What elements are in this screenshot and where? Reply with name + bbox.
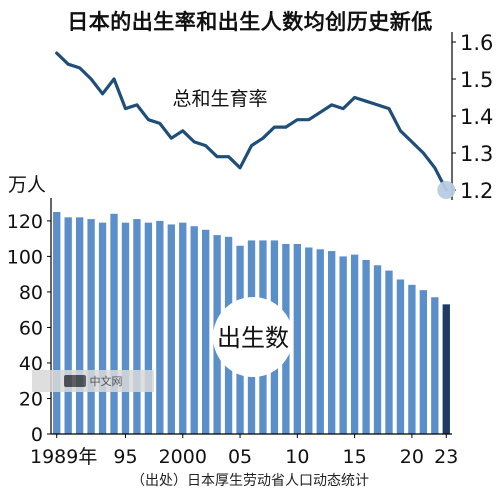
bar — [98, 222, 107, 434]
x-tick-label: 05 — [228, 446, 252, 468]
bar — [316, 249, 324, 434]
bar — [75, 217, 84, 434]
bar — [339, 256, 347, 434]
x-tick-label: 10 — [285, 446, 309, 468]
y-tick-label-left: 40 — [19, 353, 43, 375]
bars-layer — [53, 212, 450, 434]
y-tick-label-left: 20 — [19, 388, 43, 410]
bar — [87, 219, 95, 434]
x-tick-label: 23 — [434, 446, 458, 468]
x-tick-label: 95 — [113, 446, 137, 468]
last-point-marker — [437, 181, 456, 199]
bar — [408, 284, 416, 434]
labels-layer: 0 20 40 60 80 100 120 万人 1989年 95 2000 05 10 15 20 23 出生… — [7, 31, 494, 468]
bar — [190, 226, 198, 434]
y-tick-label-right: 1.3 — [460, 142, 493, 166]
bar — [144, 222, 153, 434]
bar — [53, 212, 61, 434]
bar — [121, 222, 130, 434]
bar — [431, 297, 439, 434]
y-tick-label-right: 1.6 — [460, 31, 493, 55]
y-tick-label-left: 100 — [7, 246, 43, 268]
y-unit-label: 万人 — [8, 174, 46, 196]
fertility-rate-line — [55, 51, 448, 192]
y-tick-label-left: 80 — [19, 282, 43, 304]
y-tick-label-right: 1.5 — [460, 68, 493, 92]
line-layer — [55, 51, 456, 199]
bar — [64, 217, 72, 434]
x-tick-label: 15 — [343, 446, 367, 468]
x-tick-label: 2000 — [159, 446, 207, 468]
bar — [419, 290, 428, 434]
watermark-text: 中文网 — [89, 375, 123, 388]
bar — [167, 224, 175, 434]
axes-layer — [47, 32, 456, 438]
bar — [328, 251, 336, 434]
y-tick-label-right: 1.2 — [460, 179, 493, 203]
bar-series-label: 出生数 — [217, 324, 289, 352]
x-tick-label: 1989年 — [30, 446, 97, 468]
bar — [373, 265, 382, 434]
bar — [133, 219, 141, 434]
bar — [396, 279, 405, 434]
source-note: （出处）日本厚生劳动省人口动态统计 — [131, 473, 369, 489]
watermark: 中文网 — [32, 370, 154, 392]
chart-title: 日本的出生率和出生人数均创历史新低 — [67, 10, 433, 34]
bar — [179, 222, 187, 434]
bar — [293, 243, 301, 434]
line-series-label: 总和生育率 — [172, 88, 267, 110]
bar — [156, 220, 164, 434]
y-tick-label-left: 120 — [7, 211, 43, 233]
bar — [202, 229, 210, 434]
y-tick-label-left: 0 — [31, 424, 43, 446]
y-tick-label-left: 60 — [19, 317, 43, 339]
bar — [110, 213, 118, 434]
bar — [305, 247, 313, 434]
logo-icon — [63, 375, 86, 387]
bar — [442, 304, 450, 434]
bar — [385, 270, 393, 434]
y-tick-label-right: 1.4 — [460, 105, 493, 129]
bar-label-bg — [213, 297, 293, 377]
x-tick-label: 20 — [400, 446, 424, 468]
bar — [350, 254, 359, 434]
bar — [362, 259, 370, 434]
